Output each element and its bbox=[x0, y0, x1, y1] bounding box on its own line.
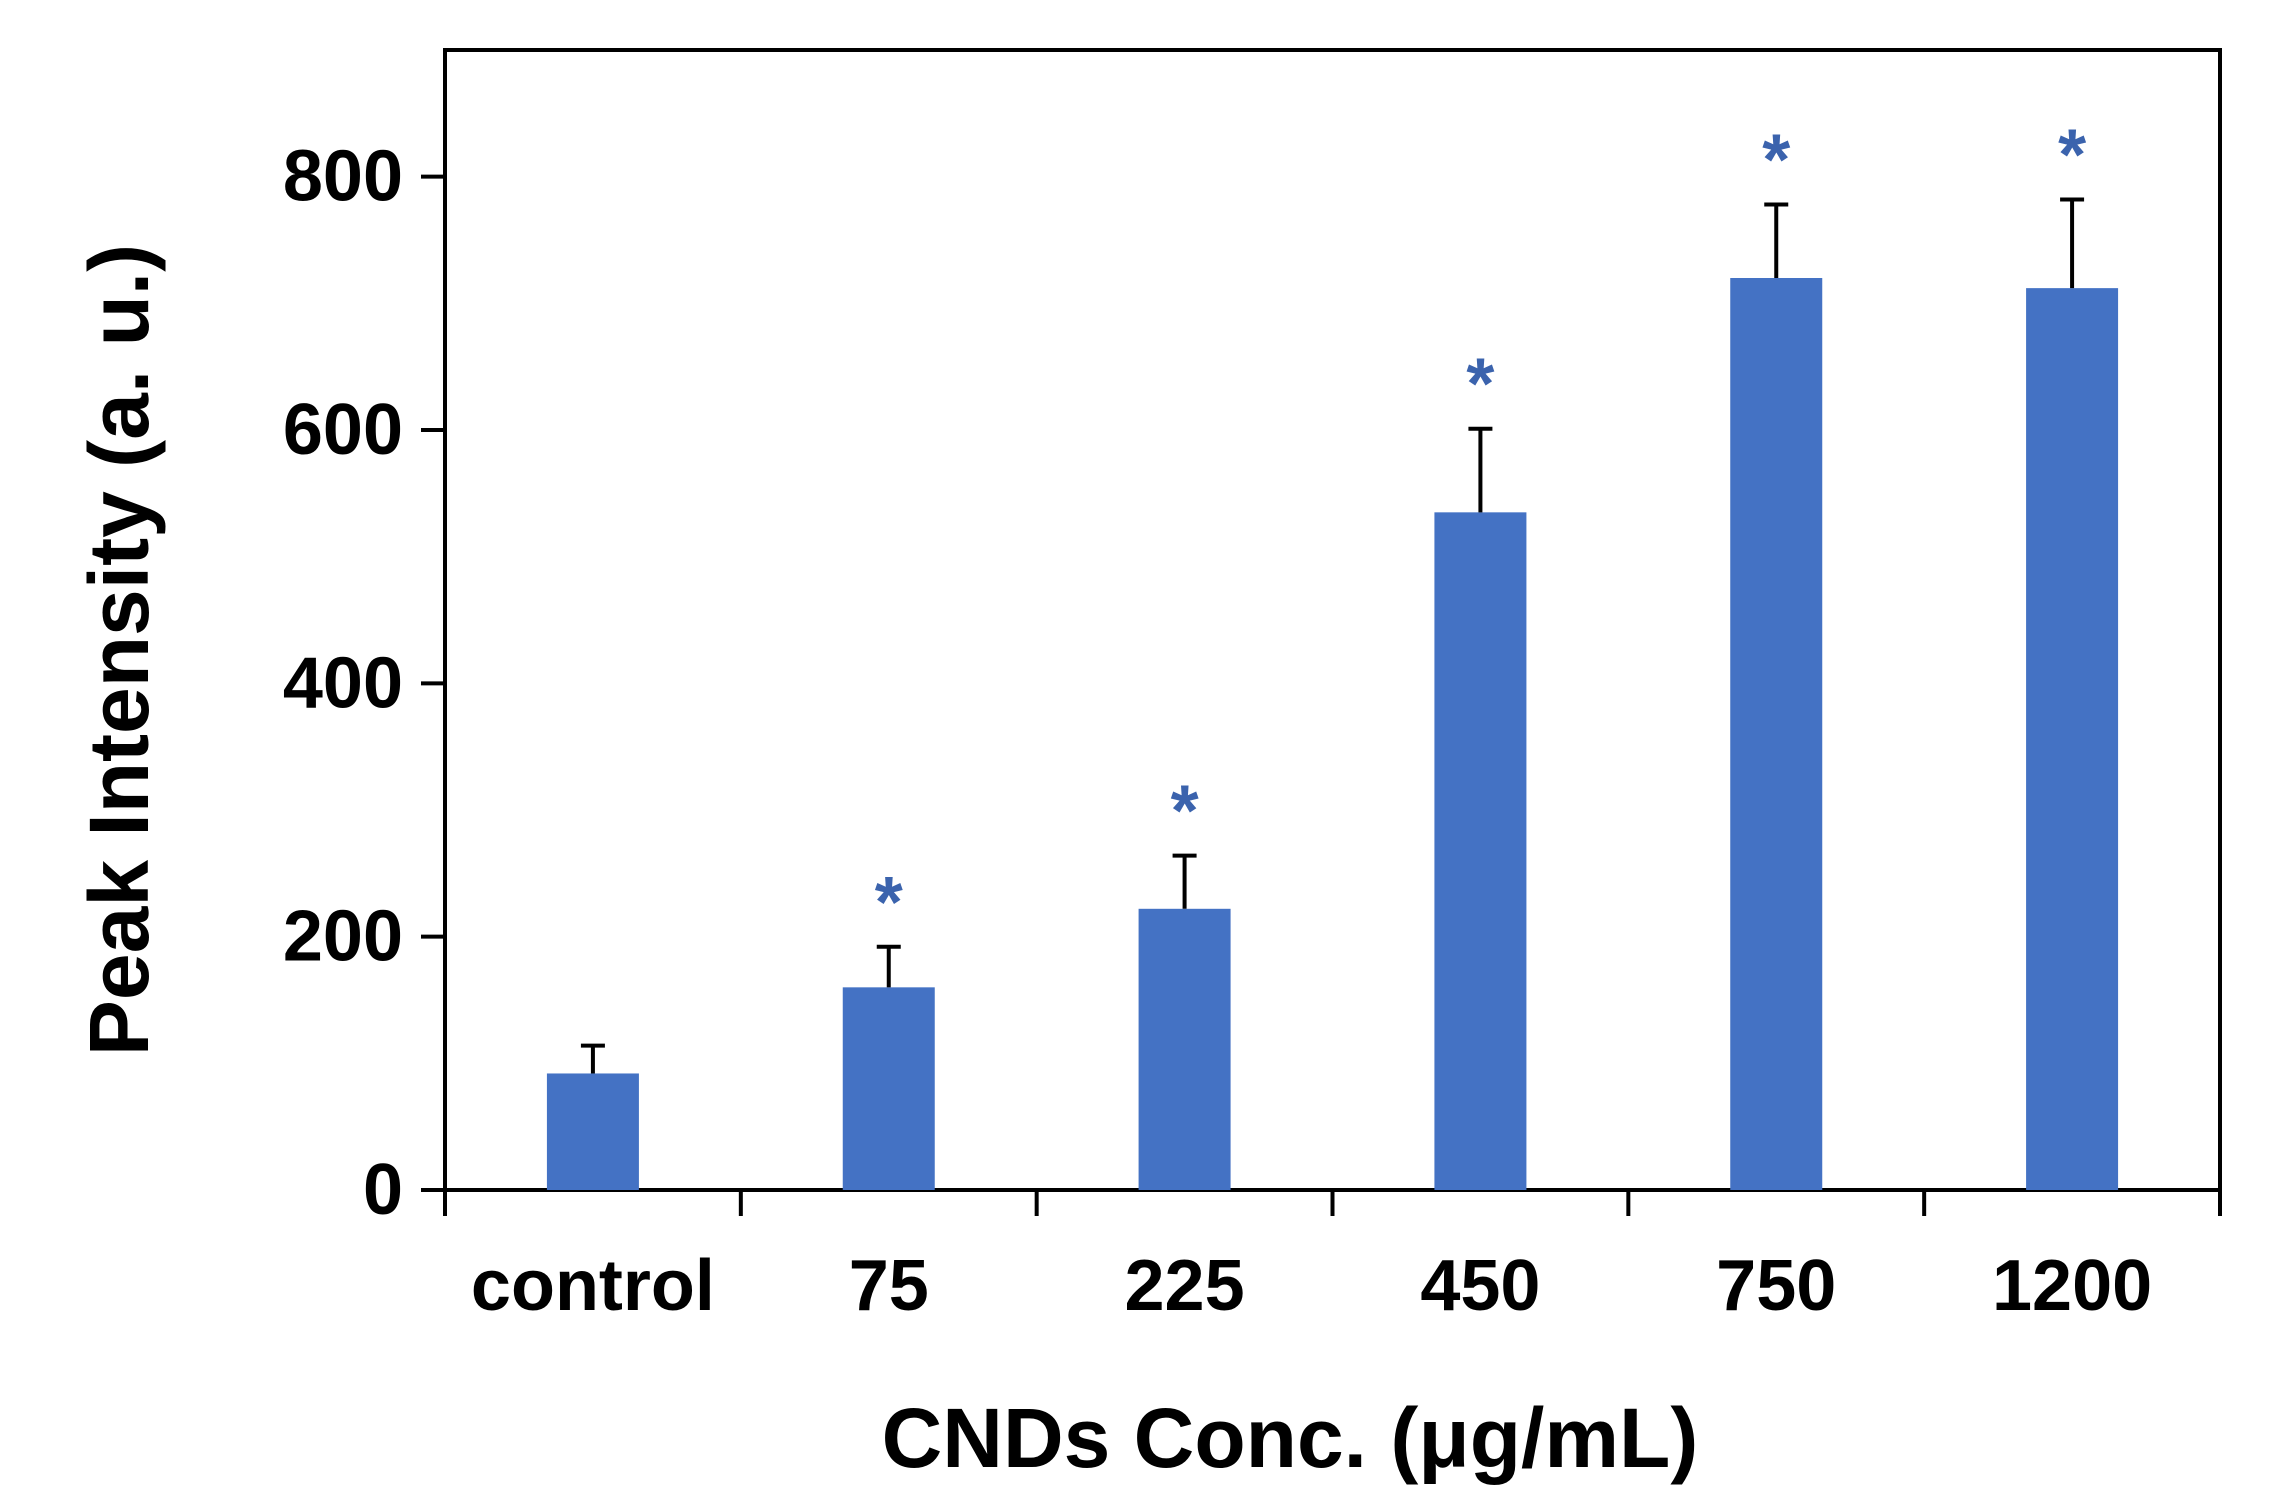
y-tick-label: 200 bbox=[283, 897, 403, 977]
x-tick-label: 75 bbox=[849, 1246, 929, 1326]
significance-asterisk: * bbox=[1466, 345, 1494, 425]
bar-1200 bbox=[2026, 288, 2119, 1191]
significance-asterisk: * bbox=[1762, 121, 1790, 201]
bars bbox=[546, 278, 2119, 1191]
bar-75 bbox=[842, 987, 935, 1190]
x-axis-title: CNDs Conc. (μg/mL) bbox=[882, 1391, 1699, 1485]
error-bars bbox=[580, 197, 2085, 1074]
y-axis-title: Peak Intensity (a. u.) bbox=[72, 244, 166, 1056]
y-tick-label: 800 bbox=[283, 137, 403, 217]
bar-450 bbox=[1434, 512, 1527, 1190]
x-tick-label: 750 bbox=[1716, 1246, 1836, 1326]
significance-asterisk: * bbox=[2058, 115, 2086, 195]
plot-area-frame bbox=[443, 48, 2222, 1192]
x-tick-label: control bbox=[471, 1246, 715, 1326]
y-tick-label: 600 bbox=[283, 390, 403, 470]
bar-control bbox=[546, 1073, 639, 1190]
x-axis: control 75 225 450 750 1200 bbox=[443, 1190, 2222, 1326]
significance-markers: * * * * * bbox=[875, 115, 2086, 942]
y-axis: 0 200 400 600 800 bbox=[283, 137, 445, 1230]
significance-asterisk: * bbox=[1171, 772, 1199, 852]
x-tick-label: 225 bbox=[1125, 1246, 1245, 1326]
x-tick-label: 450 bbox=[1420, 1246, 1540, 1326]
y-tick-label: 400 bbox=[283, 643, 403, 723]
bar-750 bbox=[1730, 278, 1823, 1190]
bar-225 bbox=[1138, 908, 1231, 1190]
y-tick-label: 0 bbox=[363, 1150, 403, 1230]
significance-asterisk: * bbox=[875, 863, 903, 943]
x-tick-label: 1200 bbox=[1992, 1246, 2152, 1326]
